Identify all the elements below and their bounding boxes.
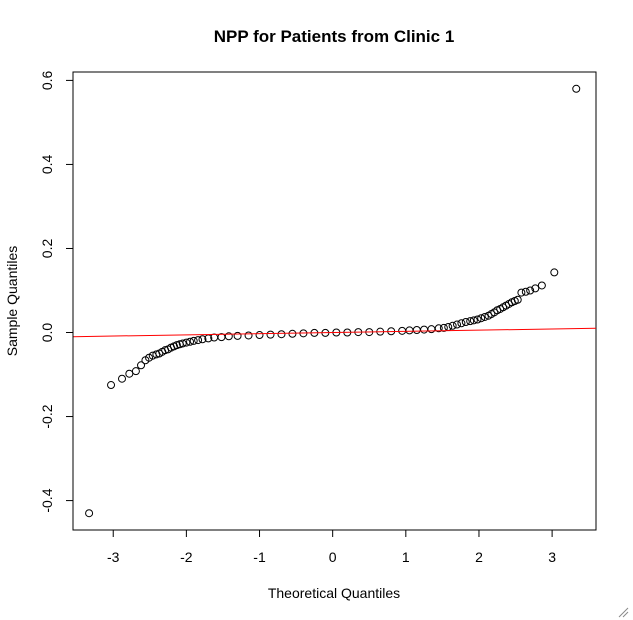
data-point — [427, 325, 436, 334]
data-points — [85, 84, 581, 518]
y-tick-label: -0.2 — [39, 404, 55, 428]
chart-title: NPP for Patients from Clinic 1 — [214, 27, 455, 46]
x-tick-label: 3 — [548, 549, 556, 565]
data-point — [186, 337, 195, 346]
data-point — [439, 323, 448, 332]
data-point — [137, 361, 146, 370]
data-point — [469, 316, 478, 325]
data-point — [194, 336, 203, 345]
data-point — [434, 324, 443, 333]
data-point — [266, 330, 275, 339]
x-tick-label: -2 — [180, 549, 193, 565]
x-axis-label: Theoretical Quantiles — [268, 585, 400, 601]
data-point — [572, 84, 581, 93]
reference-line — [72, 327, 597, 338]
data-point — [189, 336, 198, 345]
data-point — [453, 320, 462, 329]
data-point — [107, 381, 116, 390]
data-point — [537, 281, 546, 290]
data-point — [531, 284, 540, 293]
x-tick-label: -3 — [107, 549, 120, 565]
data-point — [233, 331, 242, 340]
data-point — [255, 331, 264, 340]
data-point — [178, 339, 187, 348]
data-point — [118, 374, 127, 383]
data-point — [480, 312, 489, 321]
data-point — [198, 335, 207, 344]
y-tick-label: 0.4 — [39, 154, 55, 174]
data-point — [420, 325, 429, 334]
y-tick-label: 0.2 — [39, 239, 55, 259]
x-tick-label: -1 — [253, 549, 266, 565]
x-tick-label: 1 — [402, 549, 410, 565]
data-point — [277, 330, 286, 339]
y-tick-label: -0.4 — [39, 488, 55, 512]
data-point — [182, 338, 191, 347]
y-axis: -0.4 -0.2 0.0 0.2 0.4 0.6 — [39, 70, 74, 513]
data-point — [513, 295, 522, 304]
plot-frame — [72, 71, 597, 531]
y-tick-label: 0.0 — [39, 323, 55, 343]
data-point — [457, 319, 466, 328]
data-point — [412, 325, 421, 334]
x-tick-label: 2 — [475, 549, 483, 565]
data-point — [405, 326, 414, 335]
data-point — [517, 288, 526, 297]
data-point — [244, 331, 253, 340]
data-point — [526, 286, 535, 295]
resize-grip-icon[interactable] — [617, 606, 629, 618]
data-point — [550, 268, 559, 277]
data-point — [398, 326, 407, 335]
data-point — [85, 509, 94, 518]
data-point — [131, 367, 140, 376]
data-point — [288, 329, 297, 338]
data-point — [521, 287, 530, 296]
reference-line-layer — [72, 327, 597, 338]
data-point — [448, 321, 457, 330]
data-point — [125, 369, 134, 378]
data-point — [444, 323, 453, 332]
data-point — [461, 318, 470, 327]
data-point — [473, 315, 482, 324]
data-point — [477, 314, 486, 323]
data-point — [466, 317, 475, 326]
data-point — [224, 332, 233, 341]
y-tick-label: 0.6 — [39, 70, 55, 90]
y-axis-label: Sample Quantiles — [4, 246, 20, 357]
x-tick-label: 0 — [329, 549, 337, 565]
x-axis: -3 -2 -1 0 1 2 3 — [107, 529, 556, 565]
